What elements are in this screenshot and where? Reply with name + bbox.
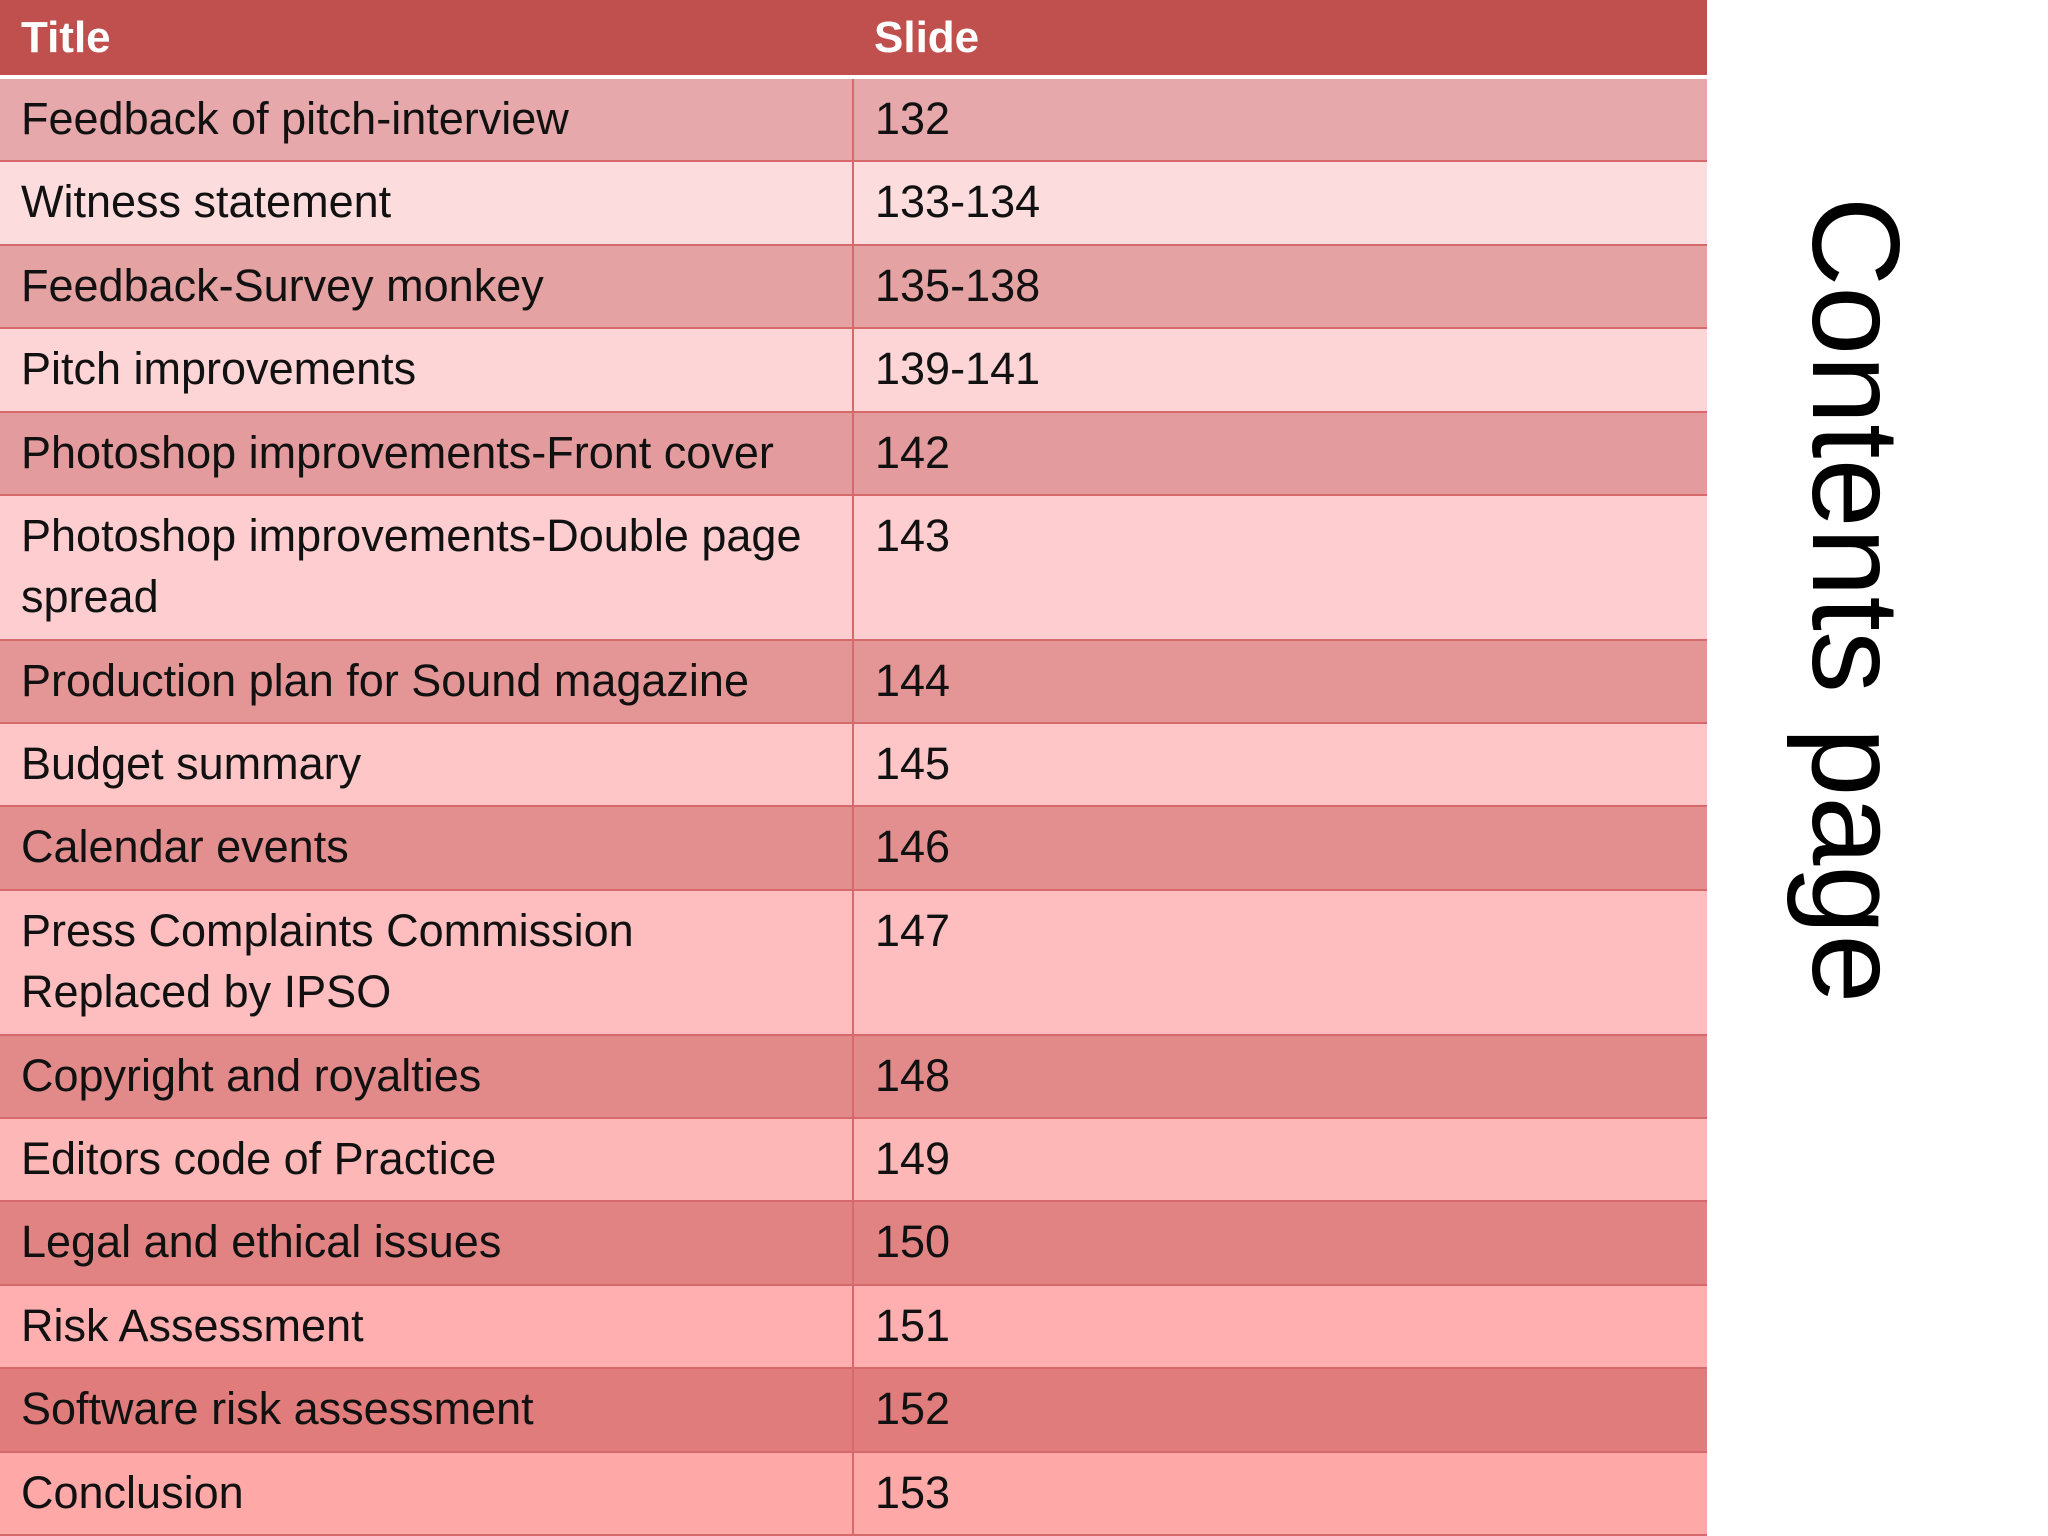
table-row: Risk Assessment 151 bbox=[0, 1283, 1707, 1370]
header-row: Title Slide bbox=[0, 0, 1707, 79]
slide-cell: 147 bbox=[852, 888, 1707, 1036]
table-row: Production plan for Sound magazine 144 bbox=[0, 638, 1707, 725]
title-cell: Feedback-Survey monkey bbox=[0, 243, 854, 330]
slide-cell: 132 bbox=[852, 75, 1707, 163]
table-row: Budget summary 145 bbox=[0, 722, 1707, 808]
slide-cell: 135-138 bbox=[852, 243, 1707, 330]
title-cell: Photoshop improvements-Front cover bbox=[0, 410, 854, 497]
slide-cell: 146 bbox=[852, 805, 1707, 891]
title-cell: Editors code of Practice bbox=[0, 1116, 854, 1203]
title-cell: Conclusion bbox=[0, 1450, 854, 1536]
title-cell: Press Complaints Commission Replaced by … bbox=[0, 888, 854, 1036]
header-cell: Title bbox=[0, 0, 853, 79]
slide-cell: 143 bbox=[852, 494, 1707, 641]
slide-cell: 152 bbox=[852, 1367, 1707, 1453]
contents-table: Title Slide Feedback of pitch-interview 1… bbox=[0, 0, 1707, 1536]
table-row: Press Complaints Commission Replaced by … bbox=[0, 888, 1707, 1036]
slide-cell: 153 bbox=[852, 1450, 1707, 1536]
title-cell: Budget summary bbox=[0, 722, 854, 808]
table-row: Feedback of pitch-interview 132 bbox=[0, 75, 1707, 163]
slide-cell: 133-134 bbox=[852, 160, 1707, 246]
title-cell: Calendar events bbox=[0, 805, 854, 891]
table-row: Conclusion 153 bbox=[0, 1450, 1707, 1536]
title-cell: Copyright and royalties bbox=[0, 1033, 854, 1119]
table-row: Calendar events 146 bbox=[0, 805, 1707, 891]
side-title: Contents page bbox=[1786, 196, 1924, 1004]
title-cell: Feedback of pitch-interview bbox=[0, 75, 854, 163]
slide-cell: 142 bbox=[852, 410, 1707, 497]
title-cell: Pitch improvements bbox=[0, 327, 854, 413]
slide-cell: 149 bbox=[852, 1116, 1707, 1203]
table-row: Editors code of Practice 149 bbox=[0, 1116, 1707, 1203]
title-cell: Photoshop improvements-Double page sprea… bbox=[0, 494, 854, 641]
title-cell: Production plan for Sound magazine bbox=[0, 638, 854, 725]
table-body: Feedback of pitch-interview 132 Witness st… bbox=[0, 75, 1707, 1536]
slide-cell: 145 bbox=[852, 722, 1707, 808]
title-cell: Software risk assessment bbox=[0, 1367, 854, 1453]
table-row: Copyright and royalties 148 bbox=[0, 1033, 1707, 1119]
title-cell: Witness statement bbox=[0, 160, 854, 246]
table-row: Legal and ethical issues 150 bbox=[0, 1200, 1707, 1286]
table-row: Photoshop improvements-Front cover 142 bbox=[0, 410, 1707, 497]
slide-cell: 148 bbox=[852, 1033, 1707, 1119]
slide-cell: 144 bbox=[852, 638, 1707, 725]
title-cell: Legal and ethical issues bbox=[0, 1200, 854, 1286]
table-row: Pitch improvements 139-141 bbox=[0, 327, 1707, 413]
slide-cell: 151 bbox=[852, 1283, 1707, 1370]
title-cell: Risk Assessment bbox=[0, 1283, 854, 1370]
header-cell: Slide bbox=[853, 0, 1707, 79]
table-row: Feedback-Survey monkey 135-138 bbox=[0, 243, 1707, 330]
table-row: Witness statement 133-134 bbox=[0, 160, 1707, 246]
table-row: Software risk assessment 152 bbox=[0, 1367, 1707, 1453]
slide-cell: 150 bbox=[852, 1200, 1707, 1286]
table-row: Photoshop improvements-Double page sprea… bbox=[0, 494, 1707, 641]
slide-cell: 139-141 bbox=[852, 327, 1707, 413]
